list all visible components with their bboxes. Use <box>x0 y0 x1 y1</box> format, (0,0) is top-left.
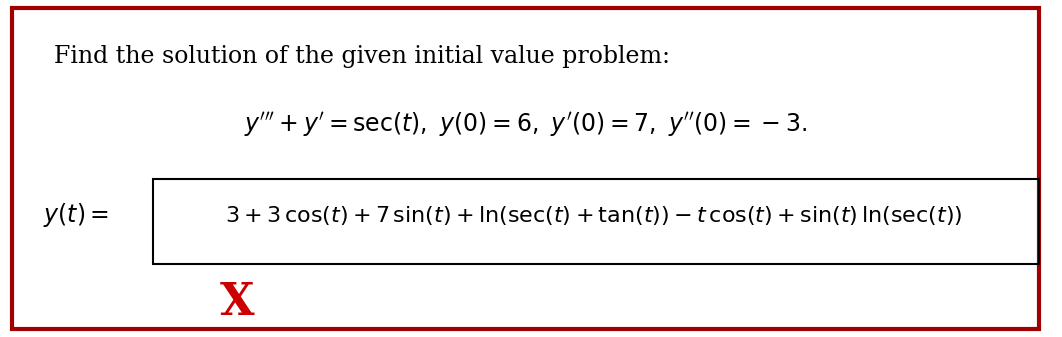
Text: $y''' + y' = \sec(t),\ y(0) = 6,\ y'(0) = 7,\ y''(0) = -3.$: $y''' + y' = \sec(t),\ y(0) = 6,\ y'(0) … <box>244 111 807 140</box>
Text: $y(t) =$: $y(t) =$ <box>44 201 109 229</box>
Text: $3 + 3\,\cos(t) + 7\,\sin(t) + \ln(\sec(t) + \tan(t)) - t\,\cos(t) + \sin(t)\,\l: $3 + 3\,\cos(t) + 7\,\sin(t) + \ln(\sec(… <box>225 204 962 227</box>
Text: X: X <box>220 281 255 324</box>
Text: Find the solution of the given initial value problem:: Find the solution of the given initial v… <box>54 45 670 68</box>
